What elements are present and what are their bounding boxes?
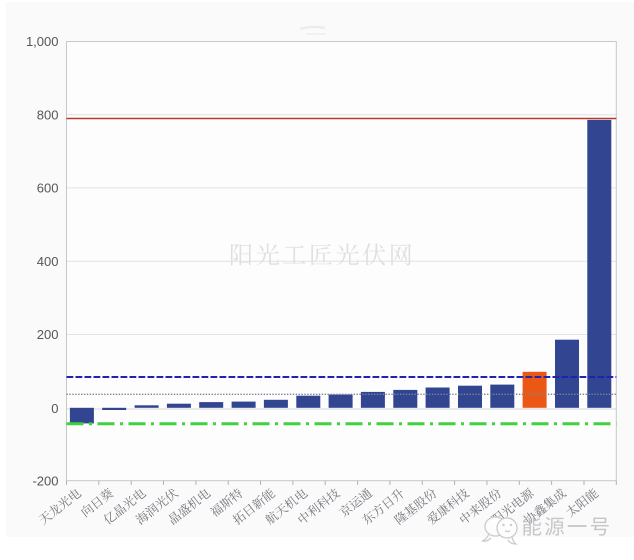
svg-text:600: 600 bbox=[37, 181, 59, 196]
svg-text:200: 200 bbox=[37, 327, 59, 342]
svg-text:-200: -200 bbox=[32, 473, 58, 488]
svg-text:400: 400 bbox=[37, 254, 59, 269]
svg-text:1,000: 1,000 bbox=[26, 34, 59, 49]
svg-text:800: 800 bbox=[37, 107, 59, 122]
svg-text:0: 0 bbox=[51, 401, 58, 416]
